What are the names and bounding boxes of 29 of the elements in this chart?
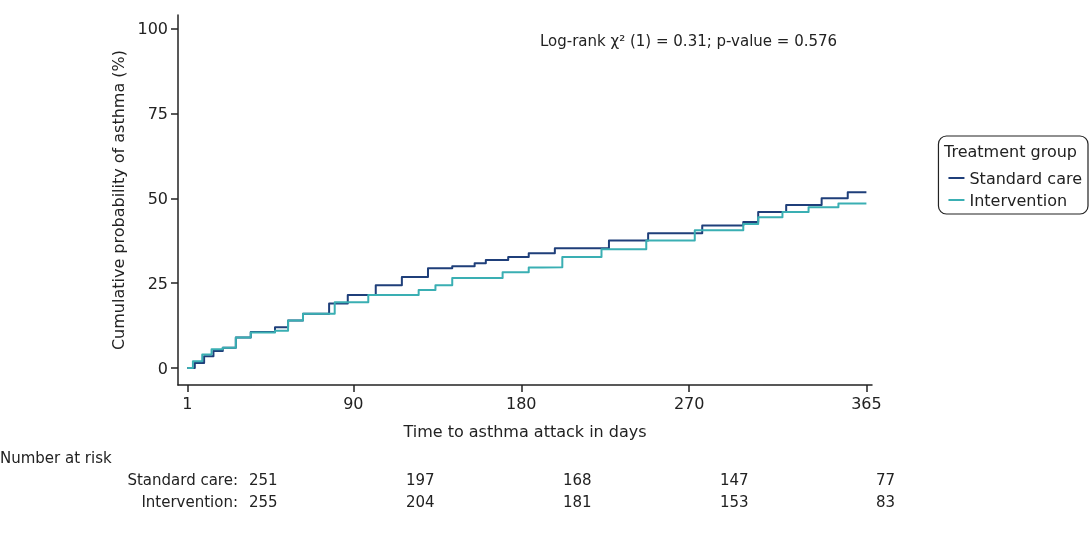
text: Number at risk (0, 448, 113, 467)
text: Standard care: (127, 470, 238, 489)
text: 147 (720, 470, 749, 489)
text: 153 (720, 492, 749, 511)
text: 168 (563, 470, 592, 489)
y-tick-label: 75 (147, 103, 168, 123)
y-tick-label: 0 (157, 358, 168, 378)
y-axis-title: Cumulative probability of asthma (%) (108, 49, 128, 351)
text: Intervention: (141, 492, 238, 511)
text: 77 (876, 470, 896, 489)
text: 251 (249, 470, 278, 489)
legend-label: Standard care (969, 168, 1082, 188)
text: 255 (249, 492, 278, 511)
text: 197 (406, 470, 435, 489)
x-tick-label: 180 (506, 393, 537, 413)
x-tick-label: 90 (343, 393, 364, 413)
y-tick-label: 25 (147, 273, 168, 293)
legend-title: Treatment group (943, 141, 1077, 161)
x-axis-title: Time to asthma attack in days (402, 421, 647, 441)
legend-label: Intervention (969, 190, 1068, 210)
x-tick-label: 270 (673, 393, 705, 413)
y-tick-label: 100 (137, 19, 168, 39)
text: 83 (876, 492, 896, 511)
text: 204 (406, 492, 435, 511)
x-tick-label: 365 (851, 393, 882, 413)
y-tick-label: 50 (147, 188, 168, 208)
annotation: Log-rank χ² (1) = 0.31; p-value = 0.576 (540, 31, 838, 50)
x-tick-label: 1 (182, 393, 193, 413)
text: 181 (563, 492, 592, 511)
